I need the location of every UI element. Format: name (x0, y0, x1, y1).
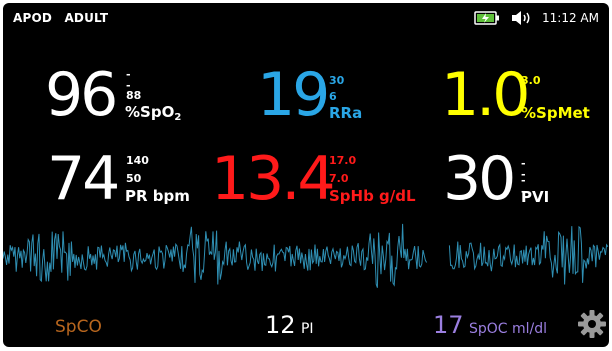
gear-icon[interactable] (577, 309, 607, 339)
mode-indicator: APOD (13, 11, 53, 25)
spo2-value: 96 (45, 60, 118, 130)
pi-value: 12 (265, 311, 296, 339)
status-bar-left: APOD ADULT (13, 11, 116, 25)
sphb-value: 13.4 (211, 144, 336, 214)
spmet-value: 1.0 (441, 60, 530, 130)
rra-low-limit: 6 (329, 90, 337, 103)
sphb-low-limit: 7.0 (329, 172, 349, 185)
spmet-label: %SpMet (521, 104, 590, 122)
sphb-label: SpHb g/dL (329, 187, 416, 205)
rra-value: 19 (257, 60, 330, 130)
rra-label: RRa (329, 104, 363, 122)
clock: 11:12 AM (542, 11, 599, 25)
pr-high-limit: 140 (126, 154, 149, 167)
pvi-label: PVI (521, 188, 550, 206)
pi-button[interactable]: 12 PI (265, 313, 314, 337)
status-bar-right: 11:12 AM (474, 10, 599, 26)
pvi-high-limit: -- (521, 157, 526, 181)
spco-label: SpCO (55, 317, 102, 337)
pleth-waveform (3, 223, 609, 288)
pvi-value: 30 (443, 144, 516, 214)
pr-low-limit: 50 (126, 172, 142, 185)
spmet-high-limit: 3.0 (521, 74, 541, 87)
spmet-low-limit: -- (521, 90, 526, 114)
pi-label: PI (300, 321, 314, 337)
spo2-low-limit: 88 (126, 89, 142, 102)
pr-value: 74 (47, 144, 120, 214)
monitor-screen: APOD ADULT 11:12 AM 96 -- 88 %SpO2 19 (3, 3, 609, 347)
rra-high-limit: 30 (329, 74, 345, 87)
speaker-icon[interactable] (510, 10, 532, 26)
spoc-value: 17 (433, 311, 464, 339)
pr-label: PR bpm (125, 187, 190, 205)
spo2-high-limit: -- (126, 68, 131, 92)
spoc-button[interactable]: 17 SpOC ml/dl (433, 313, 547, 337)
spoc-label: SpOC ml/dl (468, 321, 547, 337)
sphb-high-limit: 17.0 (329, 154, 357, 167)
patient-type[interactable]: ADULT (64, 11, 109, 25)
spo2-label: %SpO2 (125, 103, 182, 123)
pleth-trace (3, 223, 609, 288)
battery-charging-icon (474, 11, 500, 25)
pvi-low-limit: -- (521, 174, 526, 198)
spco-button[interactable]: SpCO (55, 319, 102, 336)
